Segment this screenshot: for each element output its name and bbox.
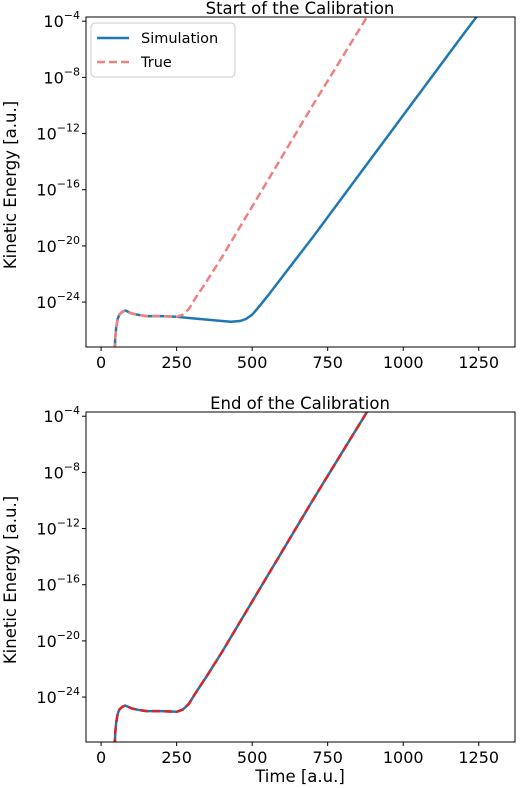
x-ticks: 0 250 500 750 1000 1250: [96, 347, 499, 372]
series-line-true: [113, 17, 369, 347]
plot-frame: [85, 411, 516, 743]
series-line-dashed: [113, 412, 369, 742]
series-group: [113, 17, 479, 347]
y-tick-label: 10−4: [43, 9, 80, 31]
y-axis-label: Kinetic Energy [a.u.]: [1, 496, 20, 664]
y-tick-label: 10−24: [36, 290, 80, 312]
x-tick-label: 1000: [383, 353, 424, 372]
chart-start-of-calibration: Start of the Calibration Kinetic Energy …: [1, 0, 516, 372]
y-tick-label: 10−20: [36, 629, 80, 651]
x-axis-label: Time [a.u.]: [254, 767, 345, 786]
series-line-solid: [113, 412, 369, 742]
x-tick-label: 500: [237, 353, 268, 372]
legend-label-simulation: Simulation: [141, 31, 218, 47]
x-tick-label: 0: [96, 353, 106, 372]
x-tick-label: 0: [96, 748, 106, 767]
x-tick-label: 750: [312, 748, 343, 767]
x-tick-label: 750: [312, 353, 343, 372]
legend: Simulation True: [90, 22, 236, 78]
y-ticks: 10−24 10−20 10−16 10−12 10−8 10−4: [36, 9, 86, 312]
chart-end-of-calibration: End of the Calibration Kinetic Energy [a…: [1, 394, 516, 786]
y-tick-label: 10−12: [36, 122, 80, 144]
x-tick-label: 1000: [383, 748, 424, 767]
legend-box: [90, 22, 236, 78]
series-group: [113, 412, 369, 742]
x-tick-label: 500: [237, 748, 268, 767]
y-tick-label: 10−20: [36, 234, 80, 256]
plot-frame: [85, 16, 516, 348]
x-tick-label: 1250: [458, 748, 499, 767]
y-tick-label: 10−16: [36, 573, 80, 595]
y-tick-label: 10−8: [43, 65, 80, 87]
y-tick-label: 10−4: [43, 404, 80, 426]
y-tick-label: 10−16: [36, 178, 80, 200]
y-axis-label: Kinetic Energy [a.u.]: [1, 101, 20, 269]
x-tick-label: 1250: [458, 353, 499, 372]
chart-title: Start of the Calibration: [206, 0, 395, 18]
y-tick-label: 10−24: [36, 685, 80, 707]
x-tick-label: 250: [161, 748, 192, 767]
y-tick-label: 10−8: [43, 460, 80, 482]
x-ticks: 0 250 500 750 1000 1250: [96, 742, 499, 767]
legend-label-true: True: [140, 55, 172, 71]
chart-title: End of the Calibration: [210, 394, 390, 413]
y-ticks: 10−24 10−20 10−16 10−12 10−8 10−4: [36, 404, 86, 707]
y-tick-label: 10−12: [36, 517, 80, 539]
x-tick-label: 250: [161, 353, 192, 372]
